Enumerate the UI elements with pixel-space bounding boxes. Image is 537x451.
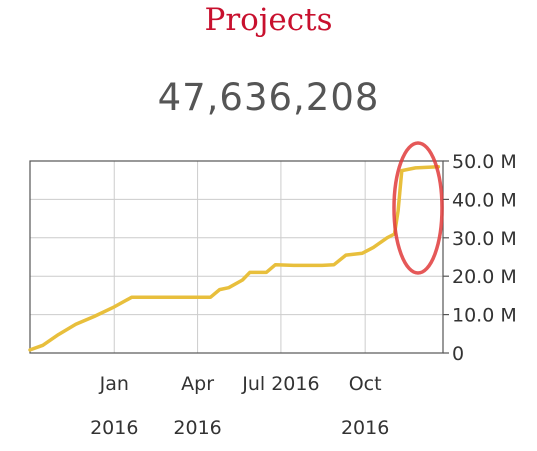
y-tick-label: 40.0 M xyxy=(452,189,517,211)
y-tick-label: 20.0 M xyxy=(452,266,517,288)
x-tick-label: Jan xyxy=(99,373,129,395)
y-axis-ticks: 0 10.0 M 20.0 M 30.0 M 40.0 M 50.0 M xyxy=(443,151,517,365)
y-tick-label: 10.0 M xyxy=(452,305,517,327)
x-tick-label: Oct xyxy=(349,373,382,395)
y-tick-label: 50.0 M xyxy=(452,151,517,173)
y-tick-label: 0 xyxy=(452,343,464,365)
x-axis-ticks: Jan 2016 Apr 2016 Jul 2016 Oct 2016 xyxy=(90,373,389,439)
x-tick-year-label: 2016 xyxy=(173,417,221,439)
x-tick-label: Jul 2016 xyxy=(241,373,319,395)
x-tick-year-label: 2016 xyxy=(341,417,389,439)
x-tick-label: Apr xyxy=(181,373,214,395)
grid-lines xyxy=(30,161,443,353)
total-count: 47,636,208 xyxy=(157,76,380,119)
plot-frame xyxy=(29,160,444,354)
page-title: Projects xyxy=(204,2,333,38)
series-line xyxy=(28,165,441,352)
x-tick-year-label: 2016 xyxy=(90,417,138,439)
highlight-ellipse xyxy=(392,141,444,275)
y-tick-label: 30.0 M xyxy=(452,228,517,250)
